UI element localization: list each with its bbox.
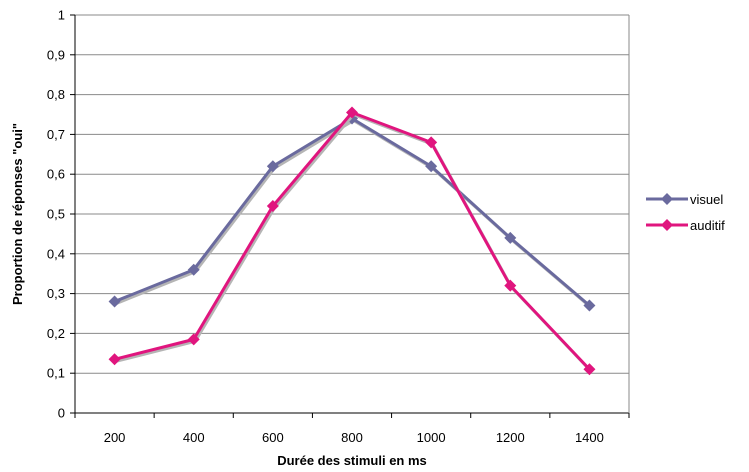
data-point-auditif <box>583 363 596 376</box>
legend-label-auditif: auditif <box>690 218 725 233</box>
y-tick-label: 0,4 <box>47 246 65 261</box>
legend-marker-visuel <box>661 193 673 205</box>
x-tick-labels: 200 400 600 800 1000 1200 1400 <box>104 430 604 445</box>
data-point-auditif <box>425 136 438 149</box>
x-tick-label: 600 <box>262 430 284 445</box>
data-point-auditif <box>266 200 279 213</box>
x-axis-title: Durée des stimuli en ms <box>277 453 427 468</box>
x-tick-label: 1400 <box>575 430 604 445</box>
x-tick-label: 200 <box>104 430 126 445</box>
y-tick-label: 0,2 <box>47 326 65 341</box>
y-tick-labels: 0 0,1 0,2 0,3 0,4 0,5 0,6 0,7 0,8 0,9 1 <box>47 8 65 421</box>
x-tick-label: 1000 <box>417 430 446 445</box>
y-tick-label: 0,7 <box>47 127 65 142</box>
legend-label-visuel: visuel <box>690 192 723 207</box>
y-tick-label: 0 <box>58 406 65 421</box>
series-shadow <box>115 112 593 373</box>
series-line-auditif <box>114 111 591 371</box>
y-tick-label: 0,9 <box>47 47 65 62</box>
y-axis-title: Proportion de réponses "oui" <box>10 123 25 305</box>
x-tick-label: 800 <box>341 430 363 445</box>
series-lines <box>108 106 596 376</box>
data-point-auditif <box>346 106 358 119</box>
y-tick-label: 0,1 <box>47 366 65 381</box>
x-tick-label: 1200 <box>496 430 525 445</box>
legend: visuel auditif <box>646 192 725 233</box>
y-tick-label: 1 <box>58 8 65 23</box>
data-point-auditif <box>504 279 517 292</box>
data-point-auditif <box>108 353 121 366</box>
axes <box>74 15 630 418</box>
data-point-visuel <box>425 160 438 173</box>
series-line-visuel <box>114 116 591 307</box>
y-tick-label: 0,3 <box>47 286 65 301</box>
data-point-visuel <box>583 299 596 312</box>
data-point-visuel <box>108 295 121 308</box>
data-point-visuel <box>266 160 279 173</box>
data-point-visuel <box>187 263 200 276</box>
y-tick-label: 0,6 <box>47 167 65 182</box>
data-point-auditif <box>187 333 200 346</box>
gridlines <box>70 14 629 414</box>
data-point-visuel <box>504 231 517 244</box>
x-tick-label: 400 <box>183 430 205 445</box>
y-tick-label: 0,8 <box>47 87 65 102</box>
legend-marker-auditif <box>661 219 673 231</box>
y-tick-label: 0,5 <box>47 207 65 222</box>
